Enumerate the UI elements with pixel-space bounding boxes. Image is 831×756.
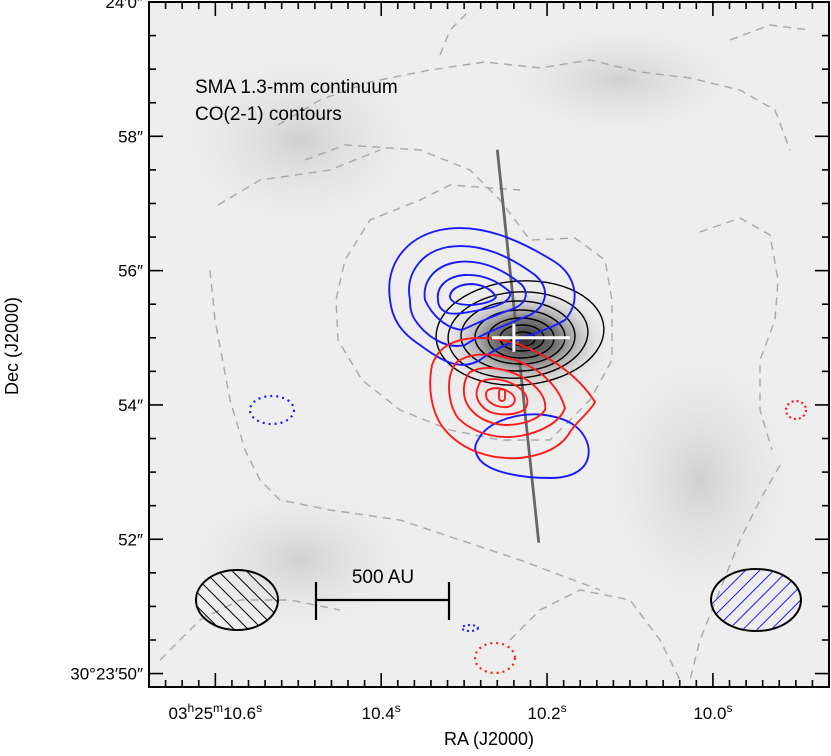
y-axis-ticks (149, 1, 829, 675)
grey-dashed-contour (304, 144, 613, 441)
x-tick-label: 10.2s (528, 701, 567, 723)
greyscale-patch (160, 470, 440, 650)
red-contour (429, 337, 597, 460)
synthesized-beam-continuum (195, 569, 279, 631)
x-axis-title: RA (J2000) (444, 729, 534, 749)
synthesized-beam-co (710, 568, 802, 632)
red-contour (448, 353, 566, 438)
red-noise-contour (473, 641, 517, 675)
x-axis-ticks (148, 2, 830, 687)
panel-annotation-line2: CO(2-1) contours (195, 104, 342, 125)
y-tick-label: 54″ (118, 396, 143, 415)
redshifted-contours (429, 337, 808, 675)
y-tick-label: 58″ (118, 127, 143, 146)
y-tick-label: 56″ (118, 262, 143, 281)
grey-dashed-contour (217, 149, 381, 206)
grey-dashed-contour (509, 589, 681, 681)
red-contour (484, 387, 516, 409)
continuum-contour (460, 300, 576, 372)
blue-noise-contour (461, 624, 479, 632)
x-axis-tick-labels: 03h25m10.6s 10.4s 10.2s 10.0s (169, 701, 733, 723)
blue-contour (449, 283, 498, 306)
blue-contour (408, 245, 546, 347)
plot-frame (148, 1, 830, 688)
blue-contour (388, 227, 576, 366)
continuum-source-greyscale (440, 288, 610, 392)
red-contour (462, 367, 547, 426)
y-axis-tick-labels: 24′0″ 58″ 56″ 54″ 52″ 30°23′50″ (70, 0, 143, 684)
greyscale-patch (150, 30, 450, 250)
source-marker-cross (491, 323, 570, 352)
grey-dashed-contour (277, 59, 791, 151)
continuum-contour (447, 291, 589, 379)
red-peak-contour (498, 388, 506, 402)
grey-dashed-contour (209, 269, 601, 591)
x-tick-label: 03h25m10.6s (169, 701, 263, 723)
y-tick-label: 24′0″ (105, 0, 143, 12)
plot-area: 500 AU SMA 1.3-mm continuum CO(2-1) cont… (149, 2, 829, 687)
grey-dashed-contour (729, 24, 811, 41)
panel-annotation-line1: SMA 1.3-mm continuum (195, 77, 398, 98)
scale-bar (314, 582, 451, 620)
blue-noise-contour (248, 394, 296, 426)
grey-dashed-contour (699, 217, 779, 451)
blue-contour (436, 274, 512, 315)
grey-dashed-contours (159, 9, 811, 681)
scale-bar-label: 500 AU (352, 567, 414, 588)
x-tick-label: 10.0s (693, 701, 732, 723)
blue-contour (474, 413, 590, 479)
y-tick-label: 52″ (118, 530, 143, 549)
red-noise-contour (784, 399, 808, 421)
x-tick-label: 10.4s (362, 701, 401, 723)
grey-dashed-contour (439, 9, 471, 56)
blue-contour (423, 260, 527, 331)
y-tick-label: 30°23′50″ (70, 665, 143, 684)
greyscale-patch (470, 10, 770, 150)
y-axis-title: Dec (J2000) (2, 297, 22, 395)
grey-dashed-contour (689, 464, 781, 681)
blueshifted-contours (248, 227, 590, 632)
red-contour (475, 378, 529, 416)
